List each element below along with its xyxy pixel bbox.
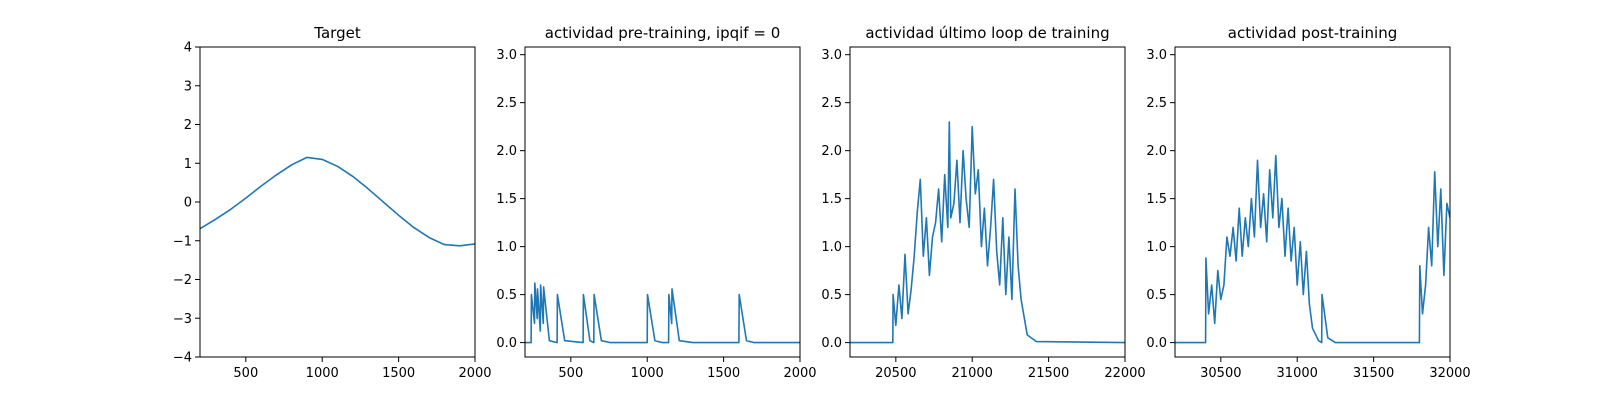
- x-tick-label: 500: [558, 366, 583, 381]
- chart-panel-3: actividad último loop de training 20500 21…: [821, 24, 1145, 381]
- x-tick-label: 2000: [783, 366, 816, 381]
- x-tick-label: 21000: [952, 366, 993, 381]
- y-tick-label: 0.0: [496, 336, 517, 351]
- y-tick-label: −1: [173, 234, 192, 249]
- y-tick-label: 0.0: [821, 336, 842, 351]
- y-tick-label: 0.5: [821, 288, 842, 303]
- plot-frame: [1174, 46, 1451, 358]
- y-tick-label: 1: [184, 157, 192, 172]
- y-tick-label: 1.0: [496, 240, 517, 255]
- y-tick-label: 2.5: [821, 96, 842, 111]
- x-tick-label: 32000: [1429, 366, 1470, 381]
- x-tick-label: 500: [233, 366, 258, 381]
- chart-panel-2: actividad pre-training, ipqif = 0 500 1000…: [496, 24, 816, 381]
- series-line-1: [525, 282, 800, 344]
- y-tick-label: 3: [184, 79, 192, 94]
- chart-title: Target: [313, 24, 361, 42]
- y-tick-label: 4: [184, 41, 192, 56]
- y-tick-label: 2.5: [1146, 96, 1167, 111]
- x-tick-label: 1000: [306, 366, 339, 381]
- y-tick-label: 2.0: [821, 144, 842, 159]
- x-tick-label: 21500: [1028, 366, 1069, 381]
- y-tick-label: 3.0: [821, 48, 842, 63]
- x-tick-label: 2000: [458, 366, 491, 381]
- plot-frame: [849, 46, 1126, 358]
- y-tick-label: 3.0: [496, 48, 517, 63]
- series-line-1: [850, 121, 1125, 344]
- x-tick-label: 1500: [382, 366, 415, 381]
- y-tick-label: 3.0: [1146, 48, 1167, 63]
- y-tick-label: 2: [184, 118, 192, 133]
- y-tick-label: 2.5: [496, 96, 517, 111]
- plot-frame: [524, 46, 801, 358]
- series-line-1: [200, 156, 475, 247]
- y-tick-label: 2.0: [496, 144, 517, 159]
- series-line-1: [1175, 154, 1450, 344]
- x-tick-label: 31500: [1353, 366, 1394, 381]
- chart-title: actividad último loop de training: [865, 24, 1109, 42]
- y-tick-label: 2.0: [1146, 144, 1167, 159]
- chart-panel-1: Target 500 1000 1500 2000 −4 −3 −2 −1 0 1 2 3 4: [173, 24, 492, 381]
- y-tick-label: 1.5: [821, 192, 842, 207]
- y-tick-label: 0.5: [1146, 288, 1167, 303]
- y-tick-label: 1.0: [1146, 240, 1167, 255]
- x-tick-label: 31000: [1277, 366, 1318, 381]
- x-tick-label: 1500: [707, 366, 740, 381]
- y-tick-label: 0: [184, 196, 192, 211]
- x-tick-label: 20500: [875, 366, 916, 381]
- chart-title: actividad post-training: [1228, 24, 1397, 42]
- y-tick-label: 1.5: [1146, 192, 1167, 207]
- chart-panel-4: actividad post-training 30500 31000 31500 32…: [1146, 24, 1470, 381]
- x-tick-label: 22000: [1104, 366, 1145, 381]
- x-tick-label: 1000: [631, 366, 664, 381]
- y-tick-label: −2: [173, 273, 192, 288]
- y-tick-label: 1.0: [821, 240, 842, 255]
- x-tick-label: 30500: [1200, 366, 1241, 381]
- y-tick-label: 1.5: [496, 192, 517, 207]
- y-tick-label: −3: [173, 312, 192, 327]
- chart-title: actividad pre-training, ipqif = 0: [545, 24, 781, 42]
- y-tick-label: 0.0: [1146, 336, 1167, 351]
- y-tick-label: 0.5: [496, 288, 517, 303]
- y-tick-label: −4: [173, 351, 192, 366]
